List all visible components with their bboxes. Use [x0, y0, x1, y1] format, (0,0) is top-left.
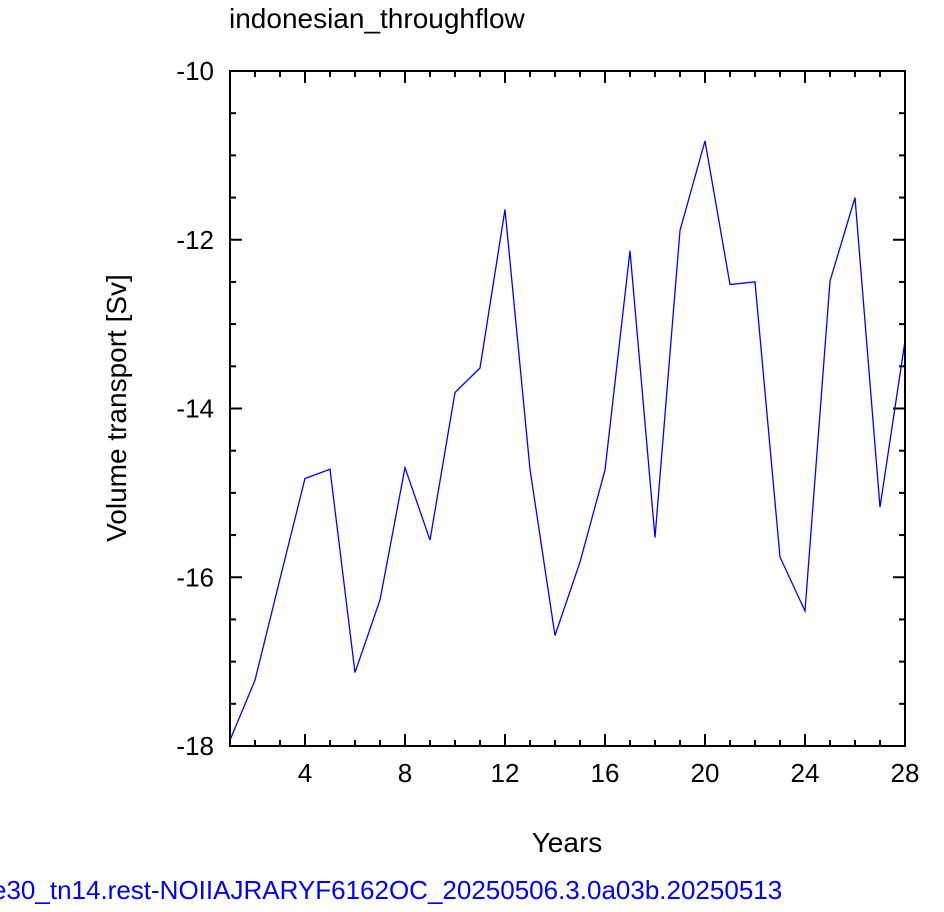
series-layer [229, 140, 906, 741]
y-axis-label: Volume transport [Sv] [101, 274, 132, 542]
y-tick-label: -18 [176, 731, 214, 761]
plot-frame [229, 70, 906, 747]
x-tick-label: 12 [491, 758, 520, 788]
minor-ticks [229, 71, 905, 746]
x-axis-label: Years [532, 827, 603, 858]
major-ticks [230, 70, 906, 747]
run-id-caption: e30_tn14.rest-NOIIAJRARYF6162OC_20250506… [0, 875, 782, 905]
x-tick-label: 4 [298, 758, 312, 788]
x-tick-label: 24 [791, 758, 820, 788]
x-tick-label: 8 [398, 758, 412, 788]
y-tick-label: -16 [176, 562, 214, 592]
chart-title: indonesian_throughflow [229, 3, 526, 34]
y-tick-label: -12 [176, 225, 214, 255]
y-tick-label: -14 [176, 394, 214, 424]
x-tick-label: 28 [891, 758, 920, 788]
y-tick-label: -10 [176, 56, 214, 86]
series-line [229, 140, 906, 741]
tick-labels: 4 8 12 16 20 24 28 -10 -12 -14 -16 -18 [176, 56, 919, 788]
x-tick-label: 16 [591, 758, 620, 788]
x-tick-label: 20 [691, 758, 720, 788]
